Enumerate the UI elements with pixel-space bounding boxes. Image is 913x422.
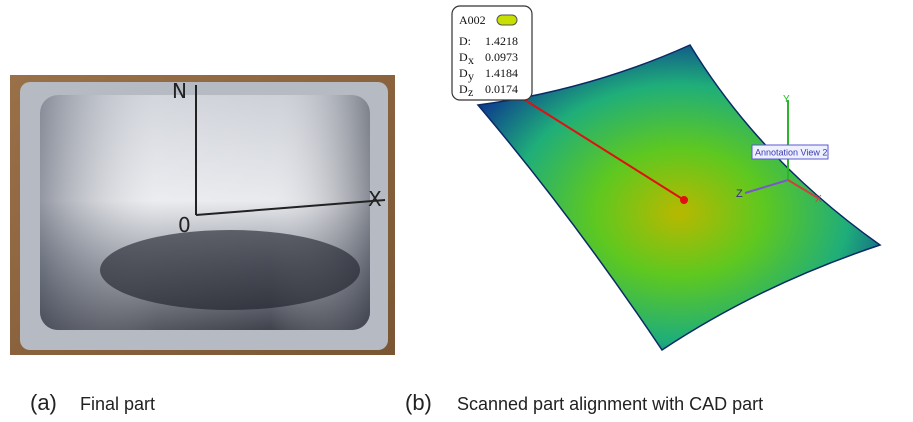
annotation-name: D: [459, 66, 468, 80]
axis-label: Y: [783, 94, 790, 105]
caption: Scanned part alignment with CAD part: [457, 394, 763, 414]
annotation-name: D: [459, 82, 468, 96]
annotation-id: A002: [459, 13, 486, 27]
annotation-sub: z: [468, 85, 473, 99]
photo-label: N: [172, 79, 187, 103]
figure: N X 0 Y Z X Annotation View 2 A002 D: 1.4…: [0, 0, 913, 422]
annotation-value: 1.4218: [485, 34, 518, 48]
annotation-value: 0.0973: [485, 50, 518, 64]
annotation-name: D: [459, 50, 468, 64]
photo: N X 0: [10, 75, 395, 355]
view-label: Annotation View 2: [755, 148, 827, 158]
caption-letter: (a): [30, 390, 57, 415]
annotation-value: 0.0174: [485, 82, 518, 96]
annotation-sub: y: [468, 69, 474, 83]
caption: Final part: [80, 394, 155, 414]
annotation-value: 1.4184: [485, 66, 518, 80]
annotation-sub: x: [468, 53, 474, 67]
axis-label: Z: [736, 188, 743, 200]
caption-letter: (b): [405, 390, 432, 415]
annotation-name: D:: [459, 34, 471, 48]
axis-label: X: [815, 194, 822, 205]
photo-label: X: [368, 187, 382, 211]
photo-label: 0: [178, 213, 191, 237]
